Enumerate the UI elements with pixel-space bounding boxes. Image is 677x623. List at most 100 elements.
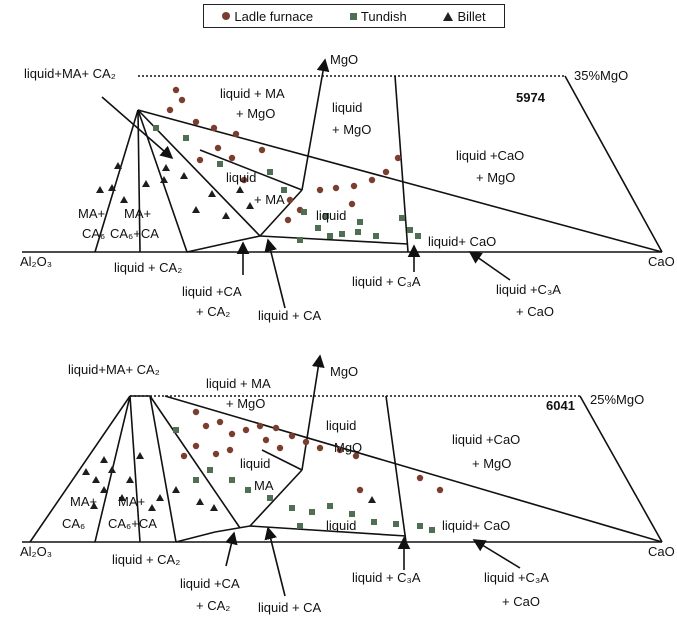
label-ma-ca6-ca-1: MA+: [118, 494, 145, 509]
arrow-liq-ma-ca2: [101, 96, 174, 160]
ladle-furnace-marker: [276, 444, 284, 452]
ladle-furnace-marker: [178, 96, 186, 104]
label-liquid: liquid: [316, 208, 346, 223]
label-liq-cao-mgo-2: + MgO: [472, 456, 511, 471]
billet-marker: [142, 180, 150, 187]
billet-marker: [156, 494, 164, 501]
billet-marker: [180, 172, 188, 179]
billet-marker: [210, 504, 218, 511]
label-liq-cao: liquid+ CaO: [442, 518, 510, 533]
label-liq-mgo-1: liquid: [326, 418, 356, 433]
label-liq-ca2: liquid + CA₂: [112, 552, 180, 567]
boundary-ma-ca6-ca: [149, 395, 177, 543]
tundish-marker: [289, 505, 295, 511]
label-ma-ca6-2: CA₆: [62, 516, 85, 531]
label-liq-ca-ca2-2: + CA₂: [196, 598, 230, 613]
billet-marker: [100, 456, 108, 463]
boundary-ma-mgo: [261, 449, 303, 471]
tundish-marker: [355, 229, 361, 235]
tundish-marker: [173, 427, 179, 433]
mgo-axis-arrow: [301, 58, 330, 191]
ladle-furnace-marker: [302, 438, 310, 446]
billet-marker: [108, 466, 116, 473]
ladle-furnace-marker: [232, 130, 240, 138]
billet-marker: [136, 452, 144, 459]
legend-label-tundish: Tundish: [360, 8, 407, 24]
tundish-marker: [267, 169, 273, 175]
boundary-ma-liquid-inner: [149, 395, 241, 529]
phase-diagram-5974: Al₂O₃ CaO MgO 35%MgO 5974 liquid+MA+ CA₂…: [20, 52, 675, 323]
boundary-ma-ca6-right: [137, 109, 141, 253]
tundish-marker: [153, 125, 159, 131]
ladle-furnace-marker: [336, 446, 344, 454]
ladle-furnace-marker: [192, 442, 200, 450]
legend-label-billet: Billet: [457, 8, 486, 24]
boundary-ca-ca2: [186, 241, 233, 253]
ladle-furnace-marker: [228, 430, 236, 438]
tundish-marker: [193, 477, 199, 483]
ladle-furnace-marker: [256, 422, 264, 430]
label-liq-ma-ca2: liquid+MA+ CA₂: [24, 66, 116, 81]
ladle-furnace-marker: [202, 422, 210, 430]
tundish-marker: [339, 231, 345, 237]
diagram-labels: Al₂O₃ CaO MgO 35%MgO 5974 liquid+MA+ CA₂…: [20, 52, 675, 323]
tundish-marker: [301, 209, 307, 215]
circle-marker-icon: [222, 12, 231, 20]
label-liq-ma-1: liquid: [240, 456, 270, 471]
label-cao: CaO: [648, 544, 675, 559]
ladle-furnace-marker: [212, 450, 220, 458]
label-ma-ca6-ca-2: CA₆+CA: [110, 226, 159, 241]
phase-diagram-6041: Al₂O₃ CaO MgO 25%MgO 6041 liquid+MA+ CA₂…: [20, 354, 675, 615]
label-liq-ma-mgo-2: + MgO: [236, 106, 275, 121]
ladle-furnace-marker: [394, 154, 402, 162]
label-liq-ca: liquid + CA: [258, 308, 322, 323]
tundish-marker: [267, 495, 273, 501]
boundary-ca2-liquid: [231, 235, 261, 243]
ladle-furnace-marker: [382, 168, 390, 176]
label-liq-ma-2: MA: [254, 478, 274, 493]
left-boundary-line: [29, 395, 131, 543]
tundish-marker: [357, 219, 363, 225]
right-boundary-line: [564, 75, 663, 253]
ladle-furnace-marker: [262, 436, 270, 444]
tundish-marker: [349, 511, 355, 517]
label-liq-mgo-1: liquid: [332, 100, 362, 115]
ladle-furnace-marker: [286, 196, 294, 204]
ladle-furnace-marker: [368, 176, 376, 184]
legend-label-ladle-furnace: Ladle furnace: [234, 8, 314, 24]
billet-marker: [96, 186, 104, 193]
ladle-furnace-marker: [242, 426, 250, 434]
boundary-ma-ca6-left: [94, 109, 139, 253]
boundary-ma-mgo: [199, 149, 303, 191]
label-liq-c3a-cao-2: + CaO: [502, 594, 540, 609]
label-mgo: MgO: [330, 364, 358, 379]
label-liq-ca-ca2-1: liquid +CA: [182, 284, 242, 299]
legend-item-billet: Billet: [443, 8, 486, 24]
billet-marker: [90, 502, 98, 509]
ladle-furnace-marker: [288, 432, 296, 440]
tundish-marker: [393, 521, 399, 527]
arrow-liq-c3a-cao: [472, 539, 521, 569]
diagram-labels: Al₂O₃ CaO MgO 25%MgO 6041 liquid+MA+ CA₂…: [20, 362, 675, 615]
billet-marker: [162, 164, 170, 171]
label-liq-ma-2: + MA: [254, 192, 285, 207]
boundary-mgo-right: [394, 75, 409, 253]
ladle-furnace-marker: [214, 144, 222, 152]
label-liq-mgo-2: + MgO: [332, 122, 371, 137]
boundary-liquid-cao: [259, 235, 409, 245]
arrow-liq-ca: [264, 238, 286, 309]
ladle-furnace-marker: [216, 418, 224, 426]
billet-marker: [196, 498, 204, 505]
ladle-furnace-marker: [316, 186, 324, 194]
label-liq-ma-mgo-1: liquid + MA: [206, 376, 271, 391]
label-sample-id: 6041: [546, 398, 575, 413]
tundish-marker: [207, 467, 213, 473]
label-mgo-level: 35%MgO: [574, 68, 628, 83]
boundary-ma-ca6-right: [129, 395, 141, 543]
label-liq-mgo-2: MgO: [334, 440, 362, 455]
tundish-marker: [373, 233, 379, 239]
label-liq-ca-ca2-2: + CA₂: [196, 304, 230, 319]
billet-marker: [172, 486, 180, 493]
ladle-furnace-marker: [350, 182, 358, 190]
billet-marker: [246, 202, 254, 209]
